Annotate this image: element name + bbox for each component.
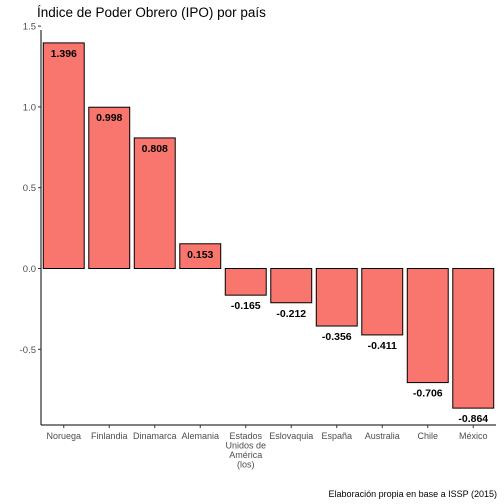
x-axis-labels: Noruega Finlandia Dinamarca Alemania Estados…: [46, 431, 487, 470]
axes: 1.5 1.0 0.5 0.0 -0.5: [20, 22, 496, 428]
chart-title: Índice de Poder Obrero (IPO) por país: [37, 5, 266, 20]
x-tick-label: Finlandia: [91, 431, 128, 441]
y-tick-label: 0.5: [23, 183, 36, 194]
x-tick-label: México: [459, 431, 488, 441]
data-label: -0.706: [413, 388, 443, 400]
data-label: 1.396: [51, 48, 77, 60]
y-tick-label: 1.0: [23, 102, 36, 113]
data-label: -0.864: [458, 413, 488, 425]
bar: [224, 268, 267, 296]
bar: [179, 243, 222, 270]
bar: [88, 106, 131, 269]
data-label: 0.998: [96, 112, 122, 124]
y-tick-label: 1.5: [23, 22, 36, 33]
x-tick-label: Dinamarca: [133, 431, 177, 441]
x-tick-label: Noruega: [46, 431, 81, 441]
x-tick-label: Eslovaquia: [269, 431, 313, 441]
x-tick-label: Alemania: [181, 431, 219, 441]
bar: [270, 268, 313, 304]
x-tick-label: Chile: [417, 431, 438, 441]
x-tick-label: España: [321, 431, 352, 441]
data-label: 0.153: [187, 249, 213, 261]
data-label: -0.165: [231, 300, 261, 312]
data-label: -0.356: [322, 331, 352, 343]
bars: [42, 42, 495, 409]
bar: [406, 268, 449, 384]
data-label: -0.411: [368, 340, 397, 352]
y-tick-label: -0.5: [20, 345, 36, 356]
bar: [452, 268, 495, 409]
y-tick-label: 0.0: [23, 264, 36, 275]
chart-caption: Elaboración propia en base a ISSP (2015): [329, 489, 497, 499]
bar: [133, 137, 176, 269]
x-tick-label: Australia: [365, 431, 400, 441]
data-labels: 1.396 0.998 0.808 0.153 -0.165 -0.212 -0.356 -0…: [51, 48, 489, 425]
bar: [361, 268, 404, 336]
data-label: 0.808: [142, 143, 168, 155]
bar: [315, 268, 358, 327]
x-tick-label: Estados Unidos de América (los): [225, 431, 266, 470]
data-label: -0.212: [276, 308, 306, 320]
bar: [42, 42, 85, 269]
